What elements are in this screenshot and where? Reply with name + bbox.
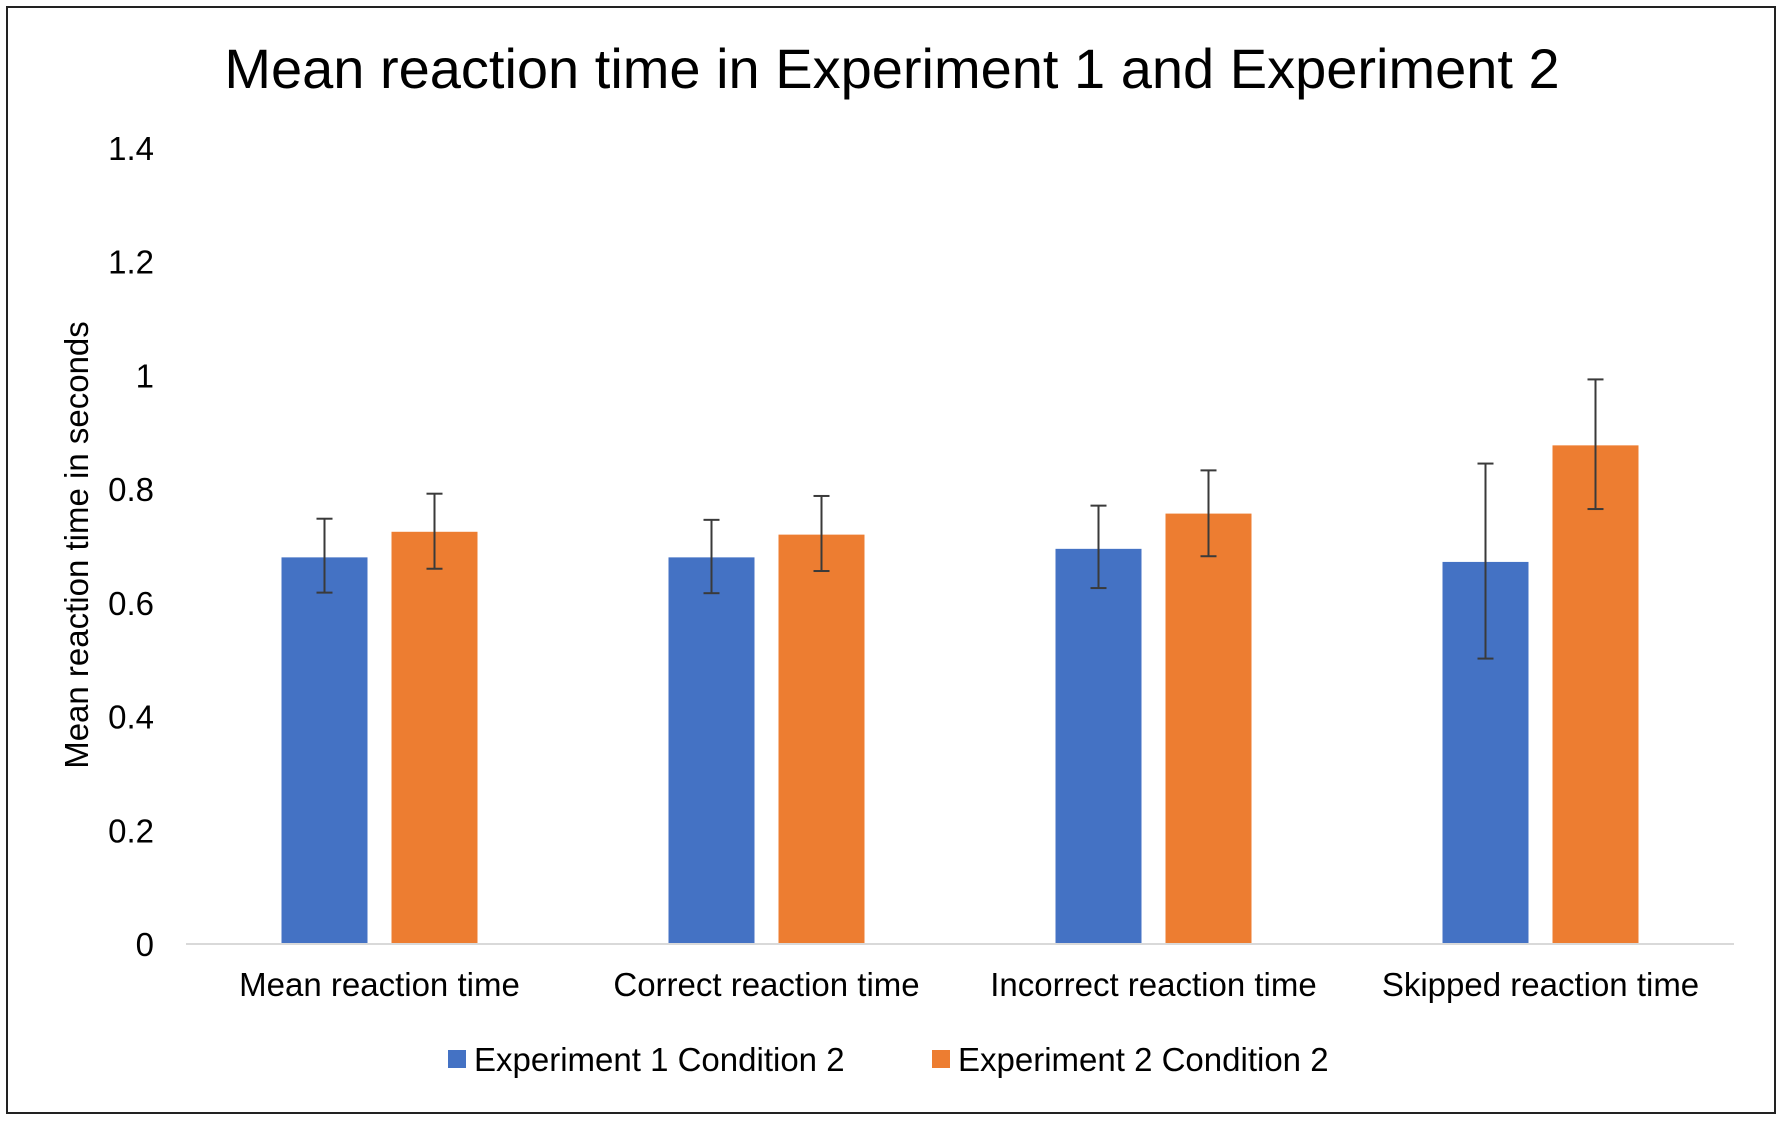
y-axis-label: Mean reaction time in seconds [58,321,95,769]
legend-label: Experiment 2 Condition 2 [958,1041,1329,1078]
x-category-label: Incorrect reaction time [990,966,1316,1003]
y-tick-label: 0.4 [108,699,154,736]
legend: Experiment 1 Condition 2 Experiment 2 Con… [448,1041,1329,1078]
category-labels: Mean reaction time Correct reaction time I… [239,966,1699,1003]
bar [1055,548,1142,944]
y-tick-label: 1 [136,357,154,394]
legend-swatch [448,1050,466,1068]
chart-frame [6,6,1776,1114]
bar [1165,513,1252,944]
bars-group [281,445,1639,944]
y-tick-label: 0.2 [108,812,154,849]
y-tick-label: 0.8 [108,471,154,508]
bar [668,557,755,944]
y-tick-label: 0.6 [108,585,154,622]
y-tick-label: 1.2 [108,244,154,281]
error-bars-group [316,378,1604,660]
bar [778,534,865,944]
bar [281,557,368,944]
bar [1552,445,1639,944]
x-category-label: Skipped reaction time [1382,966,1699,1003]
y-tick-label: 0 [136,926,154,963]
x-category-label: Correct reaction time [613,966,919,1003]
y-axis-ticks: 0 0.2 0.4 0.6 0.8 1 1.2 1.4 [108,130,154,963]
legend-label: Experiment 1 Condition 2 [474,1041,845,1078]
x-category-label: Mean reaction time [239,966,520,1003]
y-tick-label: 1.4 [108,130,154,167]
chart-title: Mean reaction time in Experiment 1 and E… [224,37,1559,100]
bar [391,531,478,944]
legend-swatch [932,1050,950,1068]
